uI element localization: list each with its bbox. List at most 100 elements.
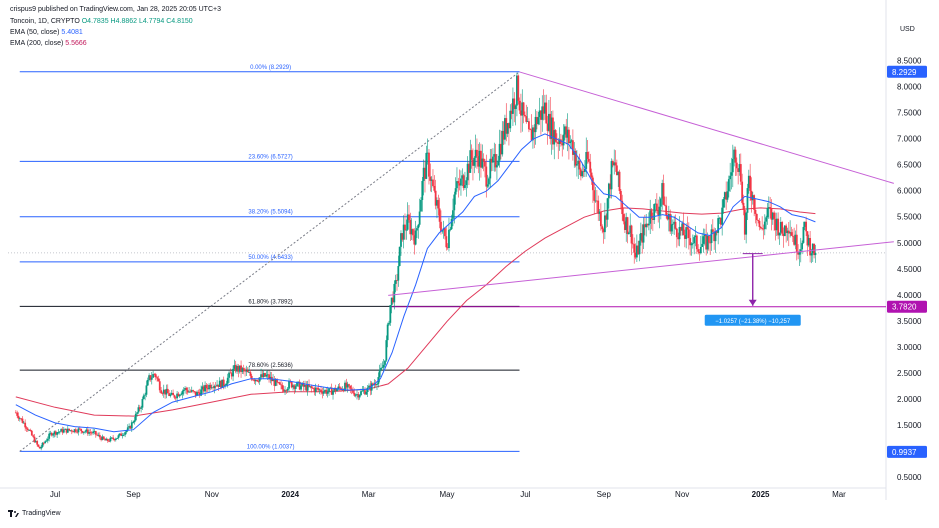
candle-body	[145, 385, 148, 395]
candle	[405, 219, 408, 240]
candle-body	[60, 429, 63, 432]
candle-body	[679, 226, 682, 231]
candle	[702, 228, 705, 253]
candle-body	[538, 110, 541, 118]
y-tick-label: 6.0000	[897, 187, 922, 196]
candle	[298, 379, 301, 391]
candle	[96, 432, 99, 437]
candle-body	[317, 388, 320, 390]
candle	[209, 382, 212, 391]
y-tick-label: 6.5000	[897, 161, 922, 170]
candle	[402, 215, 405, 249]
candle-body	[578, 160, 581, 170]
candle	[773, 210, 776, 231]
candle	[671, 219, 674, 234]
candle-body	[709, 242, 712, 244]
candle	[64, 428, 67, 430]
candle-body	[330, 387, 333, 395]
candle-body	[89, 432, 92, 433]
candle-body	[69, 430, 72, 432]
candle-body	[516, 75, 518, 106]
candle	[601, 224, 604, 234]
candle-body	[809, 238, 812, 256]
candle-body	[85, 429, 88, 432]
candle-body	[217, 384, 220, 387]
candle-body	[577, 160, 580, 165]
candle	[638, 233, 641, 262]
x-tick-label: Mar	[362, 490, 376, 499]
ema50-line	[15, 133, 816, 433]
candle	[444, 227, 446, 240]
candle	[533, 124, 536, 149]
candle-body	[806, 231, 809, 246]
candle-body	[318, 389, 321, 391]
candle-body	[148, 375, 151, 381]
candle-body	[390, 297, 393, 306]
candle-body	[408, 214, 410, 221]
candle	[779, 217, 782, 236]
candle-body	[727, 179, 730, 192]
candle	[352, 386, 354, 395]
candle	[406, 202, 409, 231]
candle-body	[642, 224, 645, 243]
candle	[334, 384, 337, 395]
candle	[657, 199, 660, 223]
candle	[72, 430, 75, 433]
candle	[477, 143, 480, 174]
candle	[485, 154, 488, 198]
candle	[186, 387, 189, 395]
candle-body	[677, 237, 680, 240]
candle	[568, 127, 570, 160]
candle	[504, 114, 506, 145]
candle	[698, 248, 701, 261]
candle-body	[229, 372, 232, 374]
candle	[68, 428, 71, 432]
candle	[249, 369, 252, 379]
candle-body	[237, 366, 240, 372]
candle	[811, 243, 814, 263]
candle	[713, 227, 716, 250]
candle-body	[741, 181, 744, 203]
x-tick-label: May	[439, 490, 454, 499]
ema50-legend[interactable]: EMA (50, close) 5.4081	[10, 29, 83, 36]
candle-body	[598, 211, 601, 214]
candle	[438, 197, 441, 229]
candle	[280, 380, 282, 390]
candle	[646, 223, 649, 228]
candle	[505, 103, 508, 142]
candle-body	[713, 231, 716, 242]
candle-body	[304, 384, 306, 387]
candle-body	[753, 195, 756, 210]
candle-body	[113, 438, 116, 441]
ema200-legend[interactable]: EMA (200, close) 5.5666	[10, 40, 87, 47]
candle-body	[292, 385, 294, 388]
candle	[170, 390, 173, 396]
candle	[53, 430, 56, 438]
candle-body	[16, 412, 19, 416]
candle	[144, 392, 147, 401]
candle	[695, 234, 698, 254]
candle	[233, 359, 236, 371]
candle-body	[497, 160, 500, 166]
price-axis-label: 0.9937	[892, 448, 917, 457]
symbol-title: Toncoin, 1D, CRYPTO	[10, 18, 80, 25]
candle	[476, 138, 478, 169]
candle-body	[697, 249, 700, 252]
candle-body	[337, 386, 340, 390]
candle-body	[105, 438, 108, 441]
candle	[490, 148, 493, 172]
candle-body	[461, 175, 464, 179]
candle-body	[206, 388, 209, 390]
candle-body	[494, 154, 497, 168]
candle-body	[758, 220, 761, 228]
candle	[156, 376, 159, 382]
y-tick-label: 3.5000	[897, 317, 922, 326]
candle-body	[172, 392, 174, 396]
candle	[675, 227, 678, 248]
candle-body	[695, 235, 698, 250]
candle	[762, 224, 765, 240]
candle-body	[574, 150, 577, 166]
candle	[520, 93, 522, 133]
candle-body	[368, 385, 370, 388]
